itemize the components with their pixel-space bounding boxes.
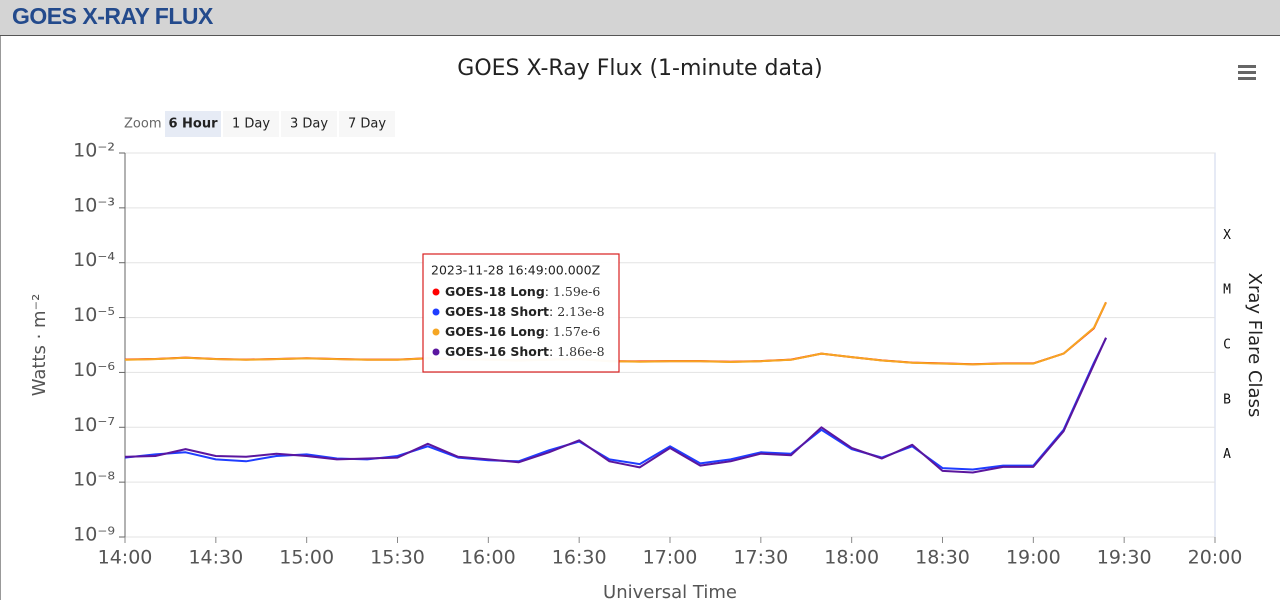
tooltip-series-name: GOES-18 Short (445, 304, 549, 319)
menu-bar (1238, 65, 1256, 68)
y2-tick-label: B (1223, 392, 1231, 407)
zoom-button[interactable] (165, 111, 221, 137)
tooltip-marker (432, 328, 440, 336)
tooltip-sep: : (545, 324, 553, 339)
x-axis-title: Universal Time (603, 582, 737, 600)
tooltip-row: GOES-18 Long: 1.59e-6 (445, 284, 600, 299)
tooltip-marker (432, 348, 440, 356)
y-tick-label: 10⁻⁴ (73, 249, 115, 271)
zoom-label: Zoom (124, 117, 161, 132)
series-line (124, 337, 1107, 474)
zoom-button-label[interactable]: 7 Day (348, 117, 386, 132)
y2-tick-label: A (1223, 447, 1231, 462)
chart-title: GOES X-Ray Flux (1-minute data) (457, 56, 822, 81)
y-axis-title: Watts · m⁻² (29, 294, 50, 397)
x-tick-label: 19:30 (1097, 547, 1152, 569)
tooltip-sep: : (545, 284, 553, 299)
y-tick-label: 10⁻⁷ (73, 414, 115, 436)
zoom-button-label[interactable]: 3 Day (290, 117, 328, 132)
y-tick-label: 10⁻⁵ (73, 304, 115, 326)
tooltip-row: GOES-18 Short: 2.13e-8 (445, 304, 605, 319)
tooltip-marker (432, 308, 440, 316)
x-tick-label: 18:00 (824, 547, 879, 569)
tooltip-value: 2.13e-8 (557, 304, 604, 319)
tooltip-box (422, 253, 620, 373)
menu-bar (1238, 77, 1256, 80)
zoom-button-label[interactable]: 6 Hour (168, 117, 218, 132)
x-tick-label: 16:00 (461, 547, 516, 569)
x-tick-label: 14:00 (98, 547, 153, 569)
tooltip-series-name: GOES-16 Long (445, 324, 545, 339)
x-tick-label: 20:00 (1188, 547, 1243, 569)
x-tick-label: 17:00 (643, 547, 698, 569)
y2-tick-label: M (1223, 283, 1231, 298)
y2-axis-title: Xray Flare Class (1244, 273, 1265, 418)
tooltip: 2023-11-28 16:49:00.000Z GOES-18 Long: 1.… (422, 253, 620, 373)
chart-panel (0, 36, 1280, 600)
tooltip-series-name: GOES-18 Long (445, 284, 545, 299)
tooltip-row: GOES-16 Long: 1.57e-6 (445, 324, 600, 339)
menu-button[interactable] (1236, 62, 1256, 82)
x-tick-label: 17:30 (733, 547, 788, 569)
x-tick-label: 19:00 (1006, 547, 1061, 569)
tooltip-value: 1.59e-6 (553, 284, 600, 299)
zoom-button[interactable] (281, 111, 337, 137)
y-tick-label: 10⁻⁹ (73, 524, 115, 546)
y-tick-label: 10⁻³ (73, 194, 115, 216)
series-line (124, 301, 1107, 366)
tooltip-sep: : (549, 344, 557, 359)
tooltip-value: 1.57e-6 (553, 324, 600, 339)
x-tick-label: 15:30 (370, 547, 425, 569)
x-tick-label: 15:00 (279, 547, 334, 569)
x-tick-label: 18:30 (915, 547, 970, 569)
y-tick-label: 10⁻⁸ (73, 469, 115, 491)
page-title: GOES X-RAY FLUX (12, 3, 213, 29)
x-tick-label: 16:30 (552, 547, 607, 569)
tooltip-value: 1.86e-8 (557, 344, 604, 359)
tooltip-series-name: GOES-16 Short (445, 344, 549, 359)
zoom-button-label[interactable]: 1 Day (232, 117, 270, 132)
zoom-button[interactable] (223, 111, 279, 137)
tooltip-row: GOES-16 Short: 1.86e-8 (445, 344, 605, 359)
y2-tick-label: X (1223, 228, 1231, 243)
y-tick-label: 10⁻⁶ (73, 359, 115, 381)
y-tick-label: 10⁻² (73, 140, 115, 162)
y2-tick-label: C (1223, 338, 1231, 353)
zoom-button[interactable] (339, 111, 395, 137)
tooltip-sep: : (549, 304, 557, 319)
plot-area (124, 152, 1216, 538)
tooltip-marker (432, 288, 440, 296)
menu-bar (1238, 71, 1256, 74)
x-tick-label: 14:30 (188, 547, 243, 569)
header: GOES X-RAY FLUX (0, 0, 1280, 36)
tooltip-title: 2023-11-28 16:49:00.000Z (431, 263, 600, 278)
